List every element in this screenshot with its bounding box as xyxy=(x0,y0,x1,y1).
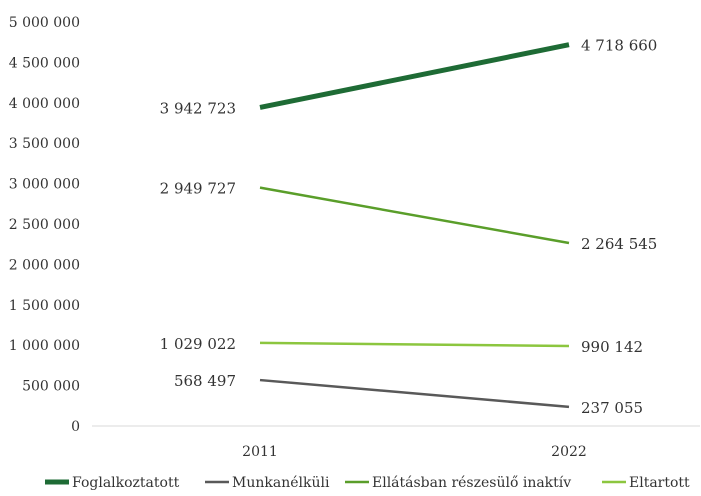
series-line xyxy=(259,42,570,110)
data-label: 568 497 xyxy=(174,372,236,390)
series-line xyxy=(259,186,570,245)
data-label: 2 264 545 xyxy=(581,235,657,253)
y-axis: 0 500 000 1 000 000 1 500 000 2 000 000 2 500… xyxy=(9,15,80,435)
series-line xyxy=(259,378,570,409)
y-tick-label: 3 500 000 xyxy=(9,136,80,152)
x-axis: 2011 2022 xyxy=(242,444,587,460)
data-label: 4 718 660 xyxy=(581,37,657,55)
y-tick-label: 1 500 000 xyxy=(9,298,80,314)
y-tick-label: 500 000 xyxy=(22,379,80,395)
y-tick-label: 1 000 000 xyxy=(9,338,80,354)
data-label: 990 142 xyxy=(581,338,643,356)
y-tick-label: 2 500 000 xyxy=(9,217,80,233)
legend-label: Eltartott xyxy=(629,475,690,491)
legend-label: Foglalkoztatott xyxy=(72,475,180,491)
legend-label: Ellátásban részesülő inaktív xyxy=(372,475,571,491)
data-label: 3 942 723 xyxy=(160,99,236,117)
series-lines xyxy=(259,42,570,409)
data-labels: 3 942 723 4 718 660 568 497 237 055 2 949 72… xyxy=(160,37,658,417)
y-tick-label: 4 000 000 xyxy=(9,96,80,112)
legend: Foglalkoztatott Munkanélküli Ellátásban ré… xyxy=(45,475,690,491)
y-tick-label: 3 000 000 xyxy=(9,177,80,193)
y-tick-label: 5 000 000 xyxy=(9,15,80,31)
data-label: 237 055 xyxy=(581,399,643,417)
x-tick-label: 2011 xyxy=(242,444,278,460)
x-tick-label: 2022 xyxy=(551,444,587,460)
legend-label: Munkanélküli xyxy=(232,475,330,491)
y-tick-label: 4 500 000 xyxy=(9,55,80,71)
data-label: 1 029 022 xyxy=(160,335,236,353)
y-tick-label: 0 xyxy=(71,419,80,435)
series-line xyxy=(259,341,570,348)
y-tick-label: 2 000 000 xyxy=(9,257,80,273)
data-label: 2 949 727 xyxy=(160,180,236,198)
